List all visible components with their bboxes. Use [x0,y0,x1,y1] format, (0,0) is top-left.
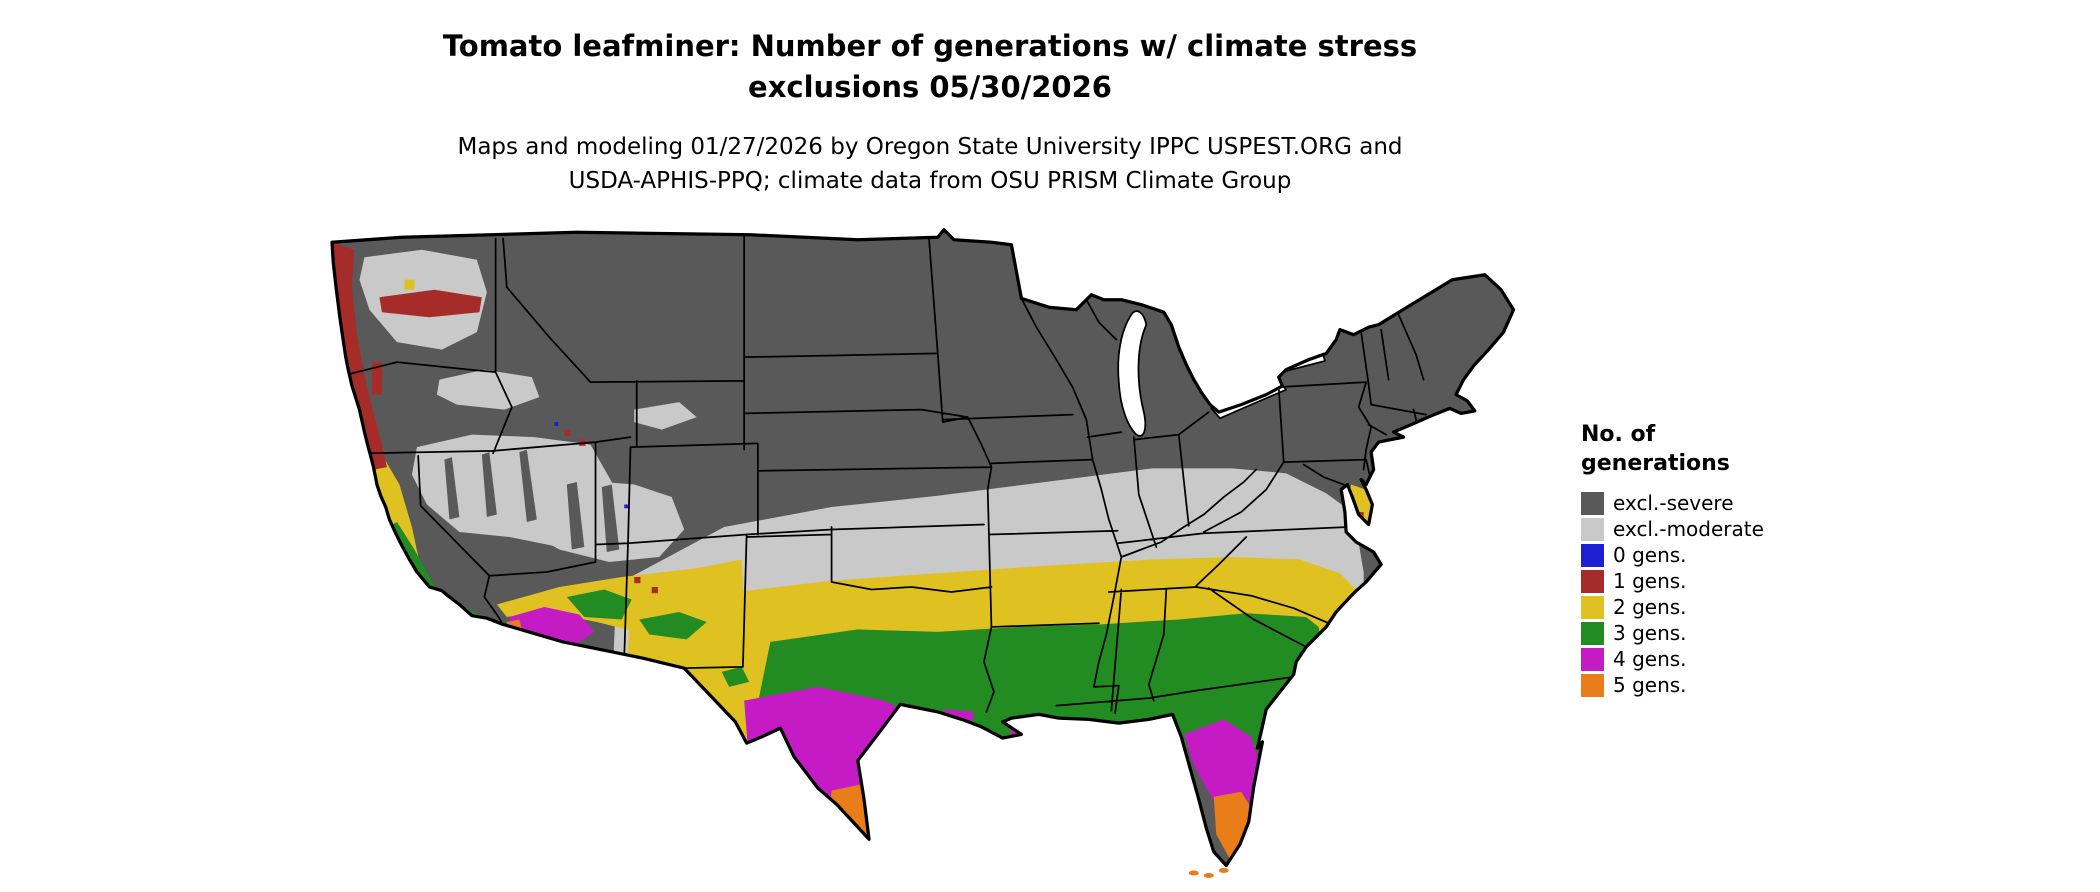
legend-label-0-gens: 0 gens. [1613,543,1687,567]
legend-item-0-gens: 0 gens. [1581,542,1764,568]
legend-item-excl-moderate: excl.-moderate [1581,516,1764,542]
legend-items: excl.-severe excl.-moderate 0 gens. 1 ge… [1581,490,1764,698]
legend-item-excl-severe: excl.-severe [1581,490,1764,516]
lake-michigan [1117,310,1148,437]
legend-swatch-0-gens [1581,543,1604,567]
map-title-line1: Tomato leafminer: Number of generations … [442,29,1418,63]
legend-item-3-gens: 3 gens. [1581,620,1764,646]
state-borders [346,235,1427,714]
legend-title-line1: No. of [1581,422,1656,447]
zone-0-gens [554,422,628,509]
map-subtitle: Maps and modeling 01/27/2026 by Oregon S… [0,130,1860,198]
legend-label-excl-severe: excl.-severe [1613,491,1734,515]
lake-huron [1173,296,1214,351]
legend-item-1-gens: 1 gens. [1581,568,1764,594]
map-subtitle-line1: Maps and modeling 01/27/2026 by Oregon S… [457,134,1403,160]
map-title-line2: exclusions 05/30/2026 [748,70,1112,104]
legend-swatch-excl-moderate [1581,517,1604,541]
legend-item-2-gens: 2 gens. [1581,594,1764,620]
legend: No. of generations excl.-severe excl.-mo… [1581,420,1764,698]
us-outline [330,228,1516,868]
us-map-svg [330,228,1516,878]
zone-severe-mountain-streaks [444,449,620,552]
legend-label-1-gens: 1 gens. [1613,569,1687,593]
legend-swatch-5-gens [1581,673,1604,697]
zone-1-gens [331,242,1452,594]
chart-header: Tomato leafminer: Number of generations … [0,26,1860,198]
legend-label-5-gens: 5 gens. [1613,673,1687,697]
legend-swatch-2-gens [1581,595,1604,619]
legend-swatch-4-gens [1581,647,1604,671]
florida-keys [1188,867,1229,878]
legend-title-line2: generations [1581,451,1730,476]
us-generations-map [322,222,1521,882]
legend-item-5-gens: 5 gens. [1581,672,1764,698]
legend-label-2-gens: 2 gens. [1613,595,1687,619]
legend-label-3-gens: 3 gens. [1613,621,1687,645]
legend-label-excl-moderate: excl.-moderate [1613,517,1764,541]
legend-swatch-1-gens [1581,569,1604,593]
legend-swatch-excl-severe [1581,491,1604,515]
legend-item-4-gens: 4 gens. [1581,646,1764,672]
legend-label-4-gens: 4 gens. [1613,647,1687,671]
map-subtitle-line2: USDA-APHIS-PPQ; climate data from OSU PR… [568,168,1292,194]
legend-swatch-3-gens [1581,621,1604,645]
